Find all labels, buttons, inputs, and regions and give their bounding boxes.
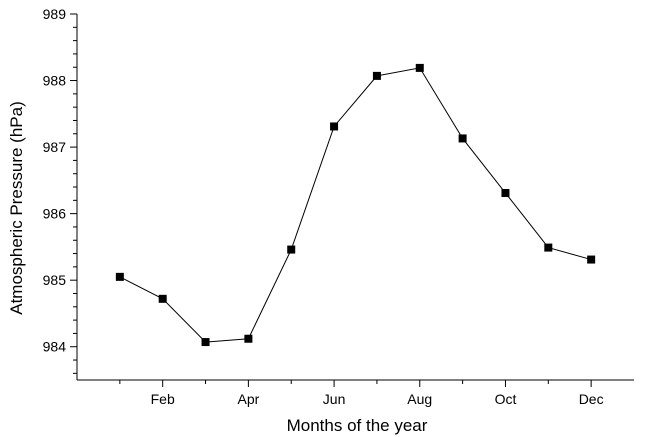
x-axis-title: Months of the year <box>287 416 428 435</box>
data-point-marker <box>244 334 253 343</box>
y-ticks: 984 985 986 987 988 989 <box>43 6 77 374</box>
y-tick-label: 985 <box>43 272 67 288</box>
data-point-marker <box>201 338 210 347</box>
x-tick-label: Apr <box>237 391 259 407</box>
x-tick-label: Feb <box>151 391 175 407</box>
y-tick-label: 988 <box>43 73 67 89</box>
x-tick-label: Aug <box>407 391 432 407</box>
data-point-marker <box>372 71 381 80</box>
data-point-marker <box>330 122 339 131</box>
data-point-marker <box>587 255 596 264</box>
x-tick-label: Dec <box>579 391 604 407</box>
data-point-marker <box>287 245 296 254</box>
data-point-marker <box>158 294 167 303</box>
y-axis-title: Atmospheric Pressure (hPa) <box>7 101 26 315</box>
data-point-marker <box>115 272 124 281</box>
x-tick-label: Oct <box>495 391 517 407</box>
y-tick-label: 984 <box>43 339 67 355</box>
data-point-marker <box>501 189 510 198</box>
x-tick-label: Jun <box>323 391 346 407</box>
data-point-marker <box>415 63 424 72</box>
x-ticks: Feb Apr Jun Aug Oct Dec <box>119 380 604 407</box>
y-tick-label: 989 <box>43 6 67 22</box>
series-line <box>119 67 592 343</box>
data-point-marker <box>544 243 553 252</box>
y-tick-label: 986 <box>43 206 67 222</box>
y-tick-label: 987 <box>43 139 67 155</box>
axes <box>76 14 634 381</box>
series-layer <box>115 63 596 347</box>
data-point-marker <box>458 134 467 143</box>
